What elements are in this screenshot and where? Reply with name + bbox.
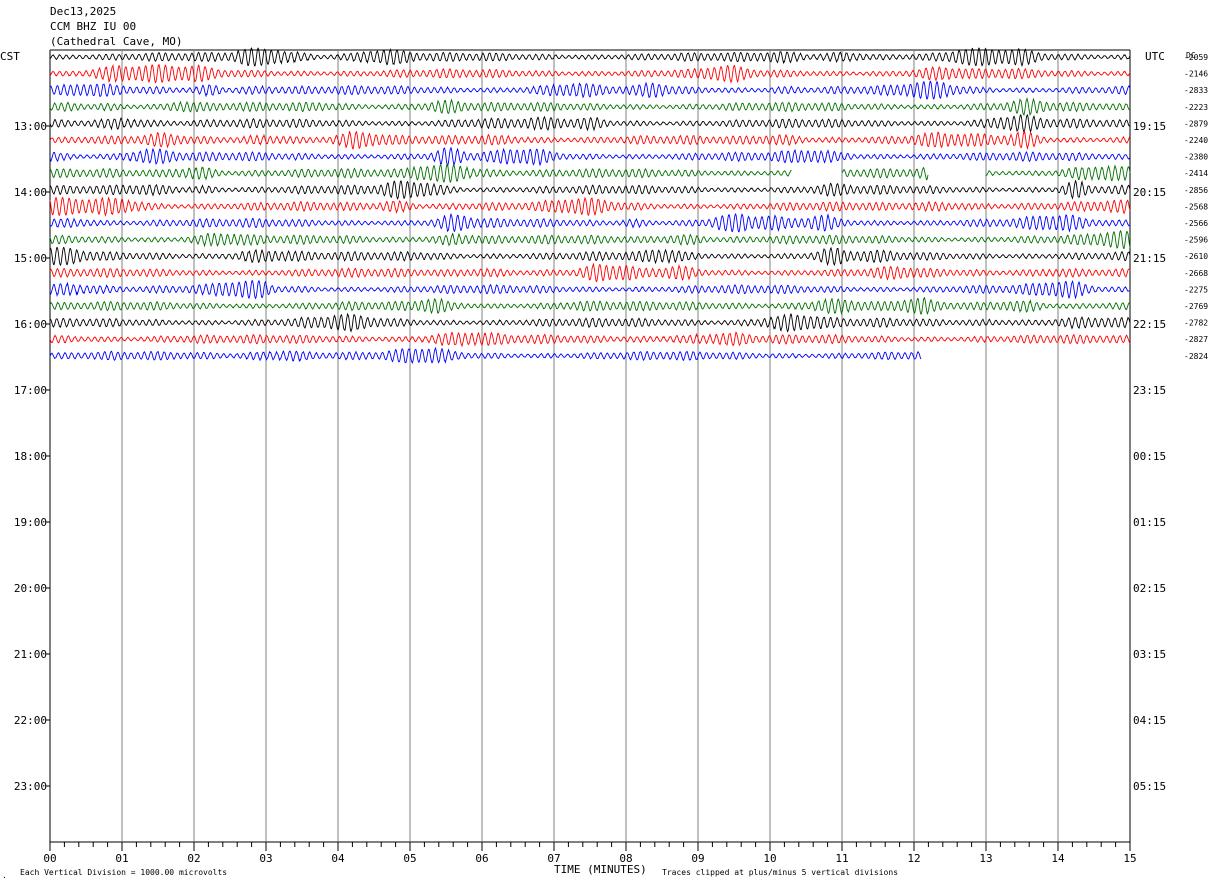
seismic-trace [49,279,1131,300]
seismic-trace [49,262,1131,283]
x-tick-label: 13 [979,852,992,865]
utc-hour-label: 00:15 [1133,450,1166,463]
x-tick-label: 03 [259,852,272,865]
station-label: CCM BHZ IU 00 [50,20,137,33]
x-tick-label: 01 [115,852,128,865]
seismic-trace [49,163,1131,184]
utc-hour-label: 22:15 [1133,318,1166,331]
dc-offset-label: -2146 [1184,70,1208,79]
cst-label: CST [0,50,20,63]
axis-labels: 00 01 02 03 04 05 06 07 08 09 10 11 12 13 14 15 13:00 14:… [14,53,1208,865]
seismic-trace [49,212,1131,233]
x-tick-label: 10 [763,852,776,865]
seismic-trace [49,80,1131,100]
utc-hour-label: 02:15 [1133,582,1166,595]
scale-note: Each Vertical Division = 1000.00 microvo… [20,868,227,877]
axis-ticks [46,125,1131,851]
x-tick-label: 02 [187,852,200,865]
cst-hour-label: 14:00 [14,186,47,199]
dc-offset-label: -2568 [1184,202,1208,211]
cst-hour-label: 17:00 [14,384,47,397]
seismic-trace [49,114,1131,134]
cst-hour-label: 19:00 [14,516,47,529]
dc-offset-label: -2275 [1184,285,1208,294]
dc-offset-label: -2769 [1184,302,1208,311]
utc-hour-label: 03:15 [1133,648,1166,661]
x-tick-label: 11 [835,852,848,865]
seismic-trace [49,312,1131,333]
seismic-trace [49,96,1131,117]
x-tick-label: 09 [691,852,704,865]
x-tick-label: 00 [43,852,56,865]
x-tick-label: 06 [475,852,488,865]
seismic-trace [49,63,1131,84]
utc-hour-label: 21:15 [1133,252,1166,265]
dc-offset-label: -2856 [1184,186,1208,195]
cst-hour-label: 22:00 [14,714,47,727]
seismic-trace [49,146,1131,167]
x-tick-label: 14 [1051,852,1065,865]
cst-hour-label: 16:00 [14,318,47,331]
cst-hour-label: 18:00 [14,450,47,463]
cst-hour-label: 20:00 [14,582,47,595]
dc-offset-label: -2059 [1184,53,1208,62]
x-tick-label: 08 [619,852,632,865]
utc-hour-label: 23:15 [1133,384,1166,397]
dc-offset-label: -2668 [1184,269,1208,278]
dc-offset-label: -2414 [1184,169,1208,178]
seismic-trace [49,129,1131,150]
dc-header: DC [1186,51,1196,60]
utc-hour-label: 19:15 [1133,120,1166,133]
dc-offset-label: -2827 [1184,335,1208,344]
x-tick-label: 15 [1123,852,1136,865]
clip-note: Traces clipped at plus/minus 5 vertical … [662,868,898,877]
cst-hour-label: 21:00 [14,648,47,661]
dc-offset-label: -2833 [1184,86,1208,95]
date-label: Dec13,2025 [50,5,117,18]
seismic-trace [49,179,1131,200]
seismic-trace [49,196,1131,217]
seismic-trace [49,246,1131,267]
x-tick-label: 07 [547,852,560,865]
utc-hour-label: 20:15 [1133,186,1166,199]
cst-hour-label: 23:00 [14,780,47,793]
dc-offset-label: -2610 [1184,252,1208,261]
utc-hour-label: 04:15 [1133,714,1166,727]
dc-offset-label: -2240 [1184,136,1208,145]
x-tick-label: 05 [403,852,416,865]
seismic-trace [49,296,1131,316]
location-label: (Cathedral Cave, MO) [50,35,183,48]
cst-hour-label: 13:00 [14,120,47,133]
dc-offset-label: -2824 [1184,352,1208,361]
grid-lines [49,49,1131,843]
dc-offset-label: -2566 [1184,219,1208,228]
x-tick-label: 04 [331,852,345,865]
dc-offset-label: -2782 [1184,319,1208,328]
utc-hour-label: 05:15 [1133,780,1166,793]
dc-offset-label: -2596 [1184,236,1208,245]
seismic-trace [49,331,1131,348]
x-axis-title: TIME (MINUTES) [554,863,647,876]
trace-lines [49,47,1131,364]
utc-label: UTC [1145,50,1165,63]
cst-hour-label: 15:00 [14,252,47,265]
dc-offset-label: -2380 [1184,153,1208,162]
seismic-trace [49,47,1131,67]
seismic-trace [49,346,922,364]
dc-offset-label: -2223 [1184,103,1208,112]
utc-hour-label: 01:15 [1133,516,1166,529]
seismic-trace [49,229,1131,250]
dc-offset-label: -2879 [1184,119,1208,128]
corner-mark: . [2,871,7,880]
x-tick-label: 12 [907,852,920,865]
